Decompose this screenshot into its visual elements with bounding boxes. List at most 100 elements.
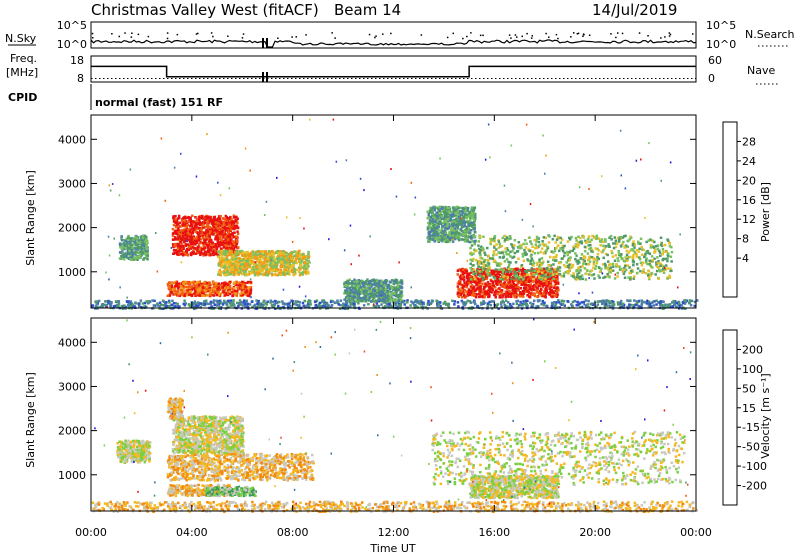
scatter-cell bbox=[578, 240, 582, 244]
scatter-cell bbox=[357, 302, 360, 305]
scatter-cell bbox=[467, 292, 471, 295]
scatter-cell bbox=[234, 266, 237, 270]
scatter-cell bbox=[597, 274, 600, 277]
scatter-cell bbox=[137, 304, 141, 308]
scatter-cell bbox=[224, 218, 227, 222]
scatter-cell bbox=[570, 235, 573, 239]
scatter-cell bbox=[584, 262, 588, 266]
scatter-cell bbox=[512, 276, 515, 279]
scatter-cell bbox=[661, 248, 665, 251]
scatter-cell bbox=[512, 282, 516, 286]
scatter-cell bbox=[305, 258, 308, 262]
scatter-cell bbox=[267, 250, 271, 253]
scatter-cell bbox=[493, 303, 497, 307]
scatter-cell bbox=[474, 289, 477, 293]
scatter-cell bbox=[367, 299, 370, 302]
scatter-cell bbox=[545, 276, 548, 279]
scatter-cell bbox=[540, 263, 543, 267]
scatter-cell bbox=[493, 246, 496, 249]
scatter-cell bbox=[608, 304, 611, 307]
scatter-cell bbox=[472, 268, 475, 271]
scatter-cell bbox=[510, 243, 513, 246]
scatter-cell bbox=[482, 288, 485, 291]
scatter-cell bbox=[613, 259, 617, 262]
scatter-cell bbox=[644, 272, 648, 275]
scatter-cell bbox=[467, 289, 470, 293]
scatter-cell bbox=[534, 243, 537, 246]
scatter-cell bbox=[546, 260, 550, 263]
nsky-dot bbox=[197, 32, 199, 35]
scatter-cell bbox=[216, 233, 219, 237]
scatter-cell bbox=[227, 299, 230, 303]
scatter-cell bbox=[208, 219, 212, 222]
scatter-cell bbox=[492, 244, 496, 248]
scatter-cell bbox=[251, 260, 255, 264]
scatter-cell bbox=[257, 269, 261, 272]
scatter-cell bbox=[222, 246, 226, 249]
scatter-cell bbox=[272, 253, 275, 256]
scatter-cell bbox=[533, 269, 537, 272]
scatter-cell bbox=[223, 241, 227, 245]
scatter-cell bbox=[169, 290, 172, 294]
scatter-cell bbox=[521, 255, 525, 258]
scatter-cell bbox=[206, 242, 209, 245]
scatter-cell bbox=[594, 267, 597, 270]
scatter-cell bbox=[294, 257, 298, 260]
scatter-cell bbox=[483, 267, 486, 270]
scatter-cell bbox=[553, 249, 557, 253]
scatter-cell bbox=[319, 301, 322, 305]
scatter-cell bbox=[228, 233, 232, 237]
scatter-cell bbox=[330, 305, 333, 308]
scatter-cell bbox=[696, 299, 699, 302]
scatter-cell bbox=[306, 256, 310, 260]
scatter-cell bbox=[269, 261, 273, 265]
scatter-cell bbox=[521, 294, 524, 298]
scatter-cell bbox=[240, 249, 244, 253]
scatter-cell bbox=[247, 273, 251, 276]
scatter-cell bbox=[397, 301, 401, 305]
scatter-cell bbox=[235, 215, 238, 219]
nsky-dot bbox=[212, 35, 214, 38]
scatter-cell bbox=[531, 250, 535, 253]
scatter-cell bbox=[177, 228, 180, 232]
scatter-cell bbox=[487, 262, 491, 265]
scatter-cell bbox=[514, 285, 518, 288]
scatter-cell bbox=[204, 218, 207, 222]
scatter-cell bbox=[466, 277, 470, 280]
scatter-cell bbox=[577, 276, 580, 279]
nsky-dot bbox=[131, 32, 133, 34]
scatter-cell bbox=[262, 303, 265, 306]
scatter-cell bbox=[619, 255, 623, 258]
scatter-cell bbox=[192, 246, 195, 249]
scatter-cell bbox=[261, 269, 265, 272]
scatter-cell bbox=[191, 214, 194, 217]
scatter-cell bbox=[135, 302, 138, 305]
scatter-cell bbox=[271, 249, 274, 253]
scatter-cell bbox=[544, 280, 547, 283]
scatter-cell bbox=[273, 273, 277, 276]
scatter-cell bbox=[582, 235, 585, 238]
scatter-cell bbox=[616, 275, 619, 278]
scatter-cell bbox=[577, 243, 580, 247]
scatter-cell bbox=[214, 224, 218, 228]
scatter-cell bbox=[251, 256, 254, 259]
scatter-cell bbox=[554, 255, 558, 259]
scatter-cell bbox=[553, 272, 556, 276]
scatter-cell bbox=[587, 263, 591, 266]
scatter-cell bbox=[222, 250, 225, 253]
scatter-cell bbox=[176, 247, 180, 250]
nsky-dot bbox=[516, 36, 518, 38]
scatter-cell bbox=[556, 267, 560, 270]
scatter-cell bbox=[216, 231, 219, 235]
scatter-cell bbox=[580, 242, 584, 245]
scatter-cell bbox=[604, 238, 607, 241]
scatter-cell bbox=[271, 273, 274, 277]
scatter-cell bbox=[649, 274, 653, 277]
scatter-cell bbox=[659, 300, 663, 303]
scatter-cell bbox=[504, 299, 508, 302]
scatter-cell bbox=[503, 285, 506, 288]
scatter-cell bbox=[510, 285, 514, 288]
scatter-cell bbox=[208, 291, 212, 294]
scatter-cell bbox=[469, 252, 472, 256]
scatter-cell bbox=[257, 259, 260, 263]
